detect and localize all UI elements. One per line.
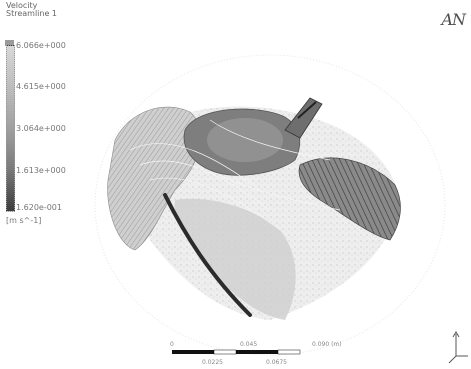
legend-color-bar: [6, 45, 15, 212]
domain-outline: [94, 54, 446, 356]
right-blade: [298, 157, 401, 241]
legend-tick-3: 3.064e+000: [16, 124, 66, 133]
scale-label-q3: 0.0675: [266, 359, 287, 366]
legend-unit: [m s^-1]: [6, 216, 42, 225]
legend-name: Streamline 1: [6, 9, 58, 18]
legend-variable: Velocity: [6, 1, 38, 10]
hub-highlight: [207, 118, 283, 162]
legend-tick-4: 1.613e+000: [16, 166, 66, 175]
scale-bar: [172, 349, 301, 355]
scale-label-max: 0.090 (m): [312, 341, 342, 348]
legend-cap: [5, 40, 14, 46]
scale-label-0: 0: [170, 341, 174, 348]
legend-tick-2: 4.615e+000: [16, 82, 66, 91]
streamline-lines: [129, 119, 341, 231]
legend-tick-min: 1.620e-001: [16, 203, 62, 212]
lower-volute: [174, 198, 296, 320]
nozzle-edge: [297, 101, 317, 119]
legend-title: Velocity Streamline 1: [6, 2, 57, 18]
upper-nozzle: [284, 97, 323, 139]
triad-axis-icon: [448, 331, 468, 364]
legend-tick-max: 6.066e+000: [16, 41, 66, 50]
brand-logo: AN: [441, 10, 466, 29]
scale-label-q1: 0.0225: [202, 359, 223, 366]
left-blade: [107, 106, 201, 251]
dark-streamline: [163, 193, 252, 317]
scale-label-mid: 0.045: [240, 341, 258, 348]
